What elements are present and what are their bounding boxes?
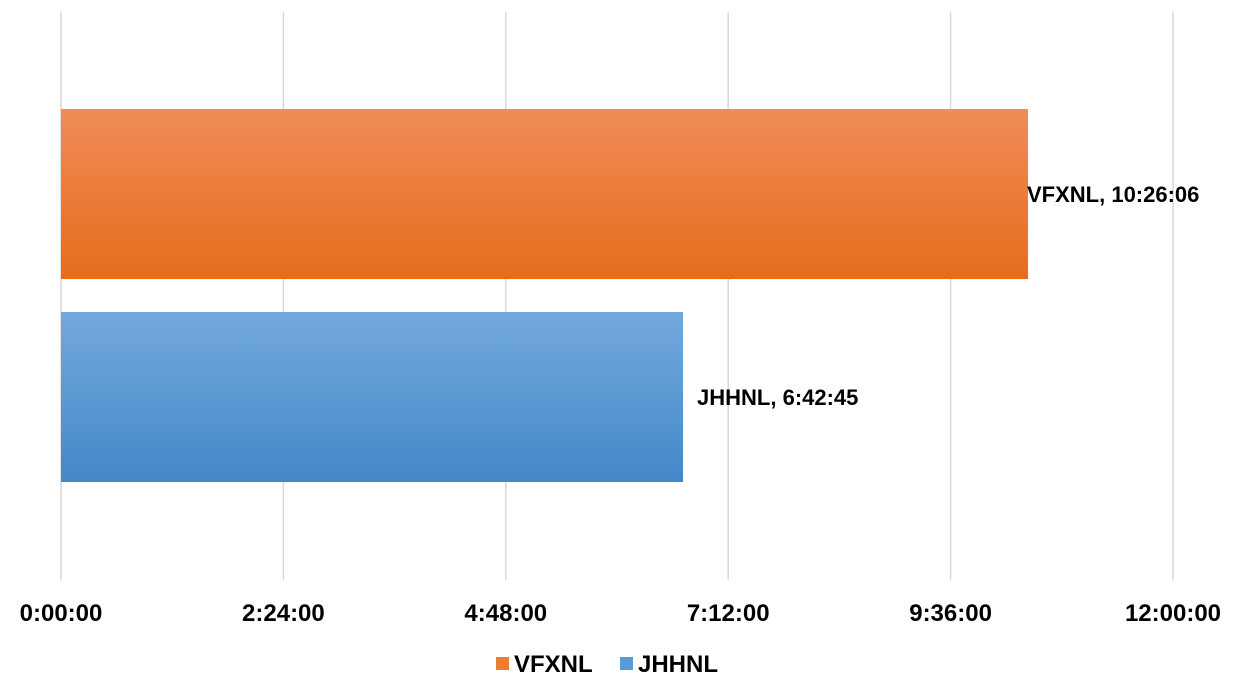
bar-vfxnl <box>61 109 1028 279</box>
x-tick-label: 4:48:00 <box>464 600 547 627</box>
data-labels: VFXNL, 10:26:06 JHHNL, 6:42:45 <box>697 182 1199 410</box>
bars <box>61 109 1028 482</box>
legend-label-jhhnl: JHHNL <box>638 651 718 678</box>
legend: VFXNL JHHNL <box>496 651 718 678</box>
x-tick-label: 9:36:00 <box>909 600 992 627</box>
x-tick-label: 2:24:00 <box>242 600 325 627</box>
data-label-jhhnl: JHHNL, 6:42:45 <box>697 385 858 410</box>
gridlines <box>60 12 1174 580</box>
bar-jhhnl <box>61 312 684 482</box>
x-tick-label: 7:12:00 <box>687 600 770 627</box>
legend-swatch-vfxnl <box>496 657 509 670</box>
data-label-vfxnl: VFXNL, 10:26:06 <box>1027 182 1199 207</box>
x-tick-label: 12:00:00 <box>1125 600 1221 627</box>
x-axis-ticks: 0:00:00 2:24:00 4:48:00 7:12:00 9:36:00 12:00… <box>20 600 1221 627</box>
legend-swatch-jhhnl <box>620 657 633 670</box>
legend-label-vfxnl: VFXNL <box>514 651 593 678</box>
x-tick-label: 0:00:00 <box>20 600 103 627</box>
